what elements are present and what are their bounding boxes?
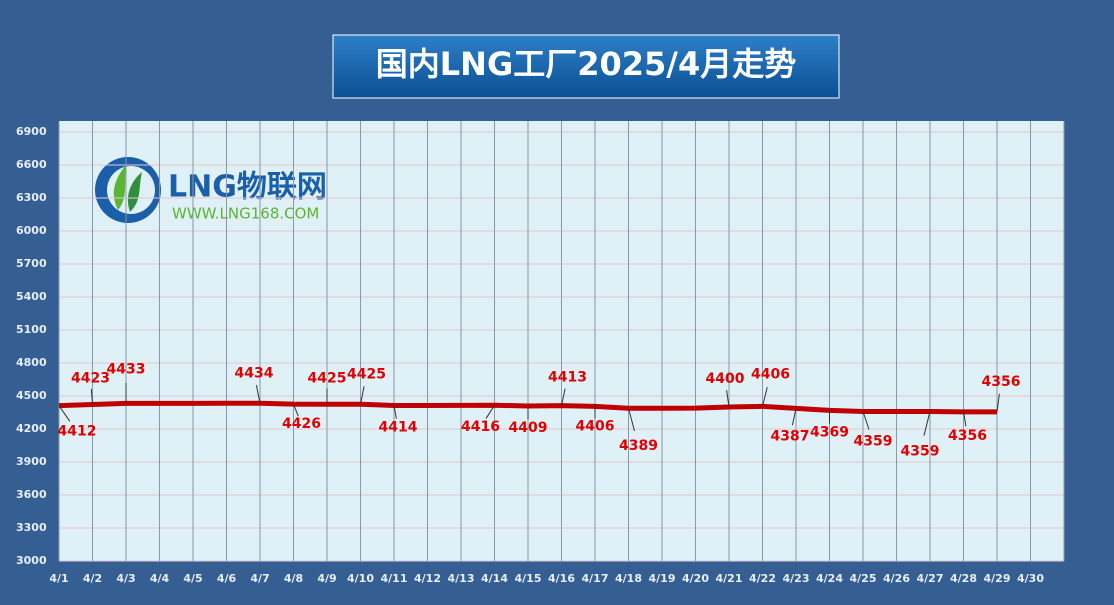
data-label: 4409: [509, 420, 548, 436]
y-tick-label: 5400: [16, 290, 47, 303]
leader-line: [393, 405, 397, 419]
logo: LNG物联网 WWW.LNG168.COM: [95, 157, 327, 223]
leader-line: [255, 385, 261, 404]
y-tick-label: 6900: [16, 125, 47, 138]
data-label: 4426: [282, 416, 321, 432]
y-tick-label: 4200: [16, 422, 47, 435]
x-tick-label: 4/14: [481, 572, 508, 585]
y-tick-label: 6300: [16, 191, 47, 204]
y-tick-label: 3900: [16, 455, 47, 468]
x-tick-label: 4/15: [515, 572, 542, 585]
y-tick-label: 6000: [16, 224, 47, 237]
data-label: 4369: [810, 424, 849, 440]
leader-line: [628, 408, 635, 432]
y-tick-label: 3000: [16, 554, 47, 567]
leader-line: [762, 387, 768, 407]
logo-name: LNG物联网: [168, 170, 327, 205]
logo-leaf: [127, 172, 142, 212]
y-tick-label: 5700: [16, 257, 47, 270]
x-tick-label: 4/27: [917, 572, 944, 585]
data-label: 4356: [948, 428, 987, 444]
x-tick-label: 4/1: [49, 572, 68, 585]
leader-line: [923, 411, 931, 436]
data-label: 4423: [71, 370, 110, 386]
x-tick-label: 4/18: [615, 572, 642, 585]
x-tick-label: 4/3: [116, 572, 135, 585]
title-box: [332, 34, 840, 99]
logo-url: WWW.LNG168.COM: [172, 205, 319, 223]
x-tick-label: 4/9: [317, 572, 336, 585]
data-label: 4406: [576, 418, 615, 434]
x-tick-label: 4/19: [649, 572, 676, 585]
x-tick-label: 4/20: [682, 572, 709, 585]
x-tick-label: 4/13: [448, 572, 475, 585]
leader-line: [293, 403, 299, 417]
x-tick-label: 4/4: [150, 572, 170, 585]
data-label: 4412: [58, 424, 97, 440]
data-label: 4433: [107, 361, 146, 377]
data-label: 4434: [235, 365, 274, 381]
data-label: 4413: [548, 370, 587, 386]
x-tick-label: 4/8: [284, 572, 303, 585]
chart-title: 国内LNG工厂2025/4月走势: [376, 45, 796, 83]
leader-line: [58, 405, 71, 422]
leader-line: [90, 388, 93, 405]
data-label: 4416: [461, 419, 500, 435]
x-tick-label: 4/22: [749, 572, 776, 585]
leader-line: [963, 411, 967, 427]
leader-line: [360, 386, 365, 405]
leader-line: [561, 388, 566, 406]
logo-leaf: [113, 165, 126, 210]
data-label: 4400: [706, 371, 745, 387]
x-tick-label: 4/7: [250, 572, 269, 585]
x-tick-label: 4/10: [347, 572, 374, 585]
data-label: 4425: [347, 366, 386, 382]
x-tick-label: 4/16: [548, 572, 575, 585]
y-tick-label: 5100: [16, 323, 47, 336]
y-tick-label: 3300: [16, 521, 47, 534]
leader-line: [791, 408, 797, 426]
x-tick-label: 4/23: [783, 572, 810, 585]
data-label: 4425: [308, 370, 347, 386]
leader-line: [996, 393, 1000, 412]
data-label: 4387: [771, 428, 810, 444]
y-tick-label: 6600: [16, 158, 47, 171]
x-tick-label: 4/24: [816, 572, 843, 585]
data-label: 4389: [619, 438, 658, 454]
leader-line: [485, 404, 495, 419]
x-tick-label: 4/11: [381, 572, 408, 585]
x-tick-label: 4/25: [850, 572, 877, 585]
y-tick-label: 4500: [16, 389, 47, 402]
y-tick-label: 4800: [16, 356, 47, 369]
x-tick-label: 4/26: [883, 572, 910, 585]
x-tick-label: 4/28: [950, 572, 977, 585]
x-tick-label: 4/17: [582, 572, 609, 585]
y-tick-label: 3600: [16, 488, 47, 501]
data-label: 4414: [379, 419, 418, 435]
leader-line: [726, 390, 730, 408]
x-tick-label: 4/30: [1017, 572, 1044, 585]
data-label: 4359: [854, 434, 893, 450]
x-tick-label: 4/29: [984, 572, 1011, 585]
x-tick-label: 4/2: [83, 572, 102, 585]
leader-line: [862, 411, 870, 430]
data-label: 4359: [901, 444, 940, 460]
x-tick-label: 4/6: [217, 572, 237, 585]
x-tick-label: 4/21: [716, 572, 743, 585]
x-tick-label: 4/5: [183, 572, 202, 585]
x-tick-label: 4/12: [414, 572, 441, 585]
data-label: 4406: [751, 366, 790, 382]
data-label: 4356: [982, 374, 1021, 390]
